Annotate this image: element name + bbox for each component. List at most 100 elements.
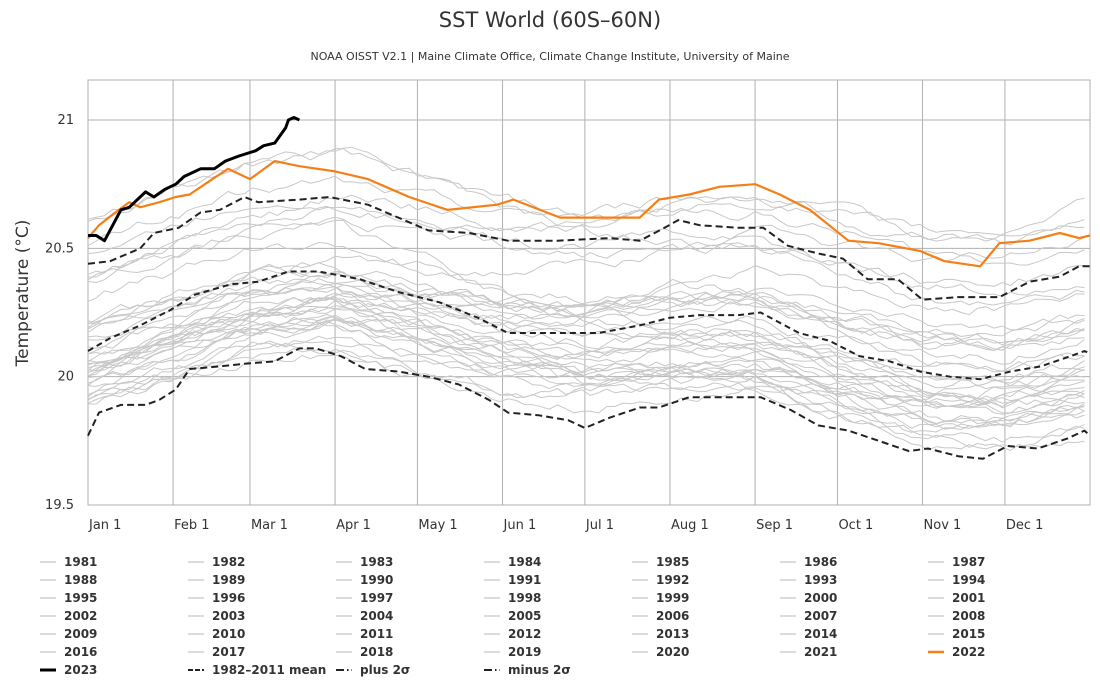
x-tick-label: Oct 1	[838, 518, 873, 533]
legend-item-2020[interactable]: 2020	[632, 643, 689, 661]
legend-label: minus 2σ	[508, 663, 571, 677]
legend-item-1998[interactable]: 1998	[484, 589, 541, 607]
legend-symbol	[928, 647, 944, 657]
x-tick-label: Sep 1	[756, 518, 793, 533]
line-year-2010	[87, 241, 1085, 384]
legend-item-2015[interactable]: 2015	[928, 625, 985, 643]
legend-label: 2023	[64, 663, 98, 677]
legend-item-1988[interactable]: 1988	[40, 571, 97, 589]
legend-item-1990[interactable]: 1990	[336, 571, 393, 589]
legend-item-2004[interactable]: 2004	[336, 607, 393, 625]
legend-item-2011[interactable]: 2011	[336, 625, 393, 643]
legend-item-plus-2-[interactable]: plus 2σ	[336, 661, 410, 679]
legend-item-1995[interactable]: 1995	[40, 589, 97, 607]
line-year-2015	[87, 203, 1085, 275]
legend-symbol	[484, 629, 500, 639]
legend-item-1986[interactable]: 1986	[780, 553, 837, 571]
legend-symbol	[632, 557, 648, 567]
legend-label: 2017	[212, 645, 246, 659]
legend-item-2007[interactable]: 2007	[780, 607, 837, 625]
line-year-2006	[87, 277, 1085, 344]
legend-symbol	[780, 557, 796, 567]
legend-item-1987[interactable]: 1987	[928, 553, 985, 571]
legend-label: 1999	[656, 591, 690, 605]
legend-item-2012[interactable]: 2012	[484, 625, 541, 643]
line-year-1984	[87, 342, 1085, 452]
legend-item-2022[interactable]: 2022	[928, 643, 985, 661]
legend-symbol	[40, 593, 56, 603]
line-year-2018	[87, 216, 1085, 281]
line-year-2020	[87, 147, 1085, 266]
legend-item-1991[interactable]: 1991	[484, 571, 541, 589]
line-year-2012	[87, 286, 1085, 349]
legend-item-1981[interactable]: 1981	[40, 553, 97, 571]
line-year-2013	[87, 270, 1085, 341]
legend-item-1983[interactable]: 1983	[336, 553, 393, 571]
legend-label: 1988	[64, 573, 98, 587]
legend-item-1989[interactable]: 1989	[188, 571, 245, 589]
legend-item-2013[interactable]: 2013	[632, 625, 689, 643]
legend-item-1994[interactable]: 1994	[928, 571, 985, 589]
legend-symbol	[188, 647, 204, 657]
legend-symbol	[632, 629, 648, 639]
legend-item-1982-2011-mean[interactable]: 1982–2011 mean	[188, 661, 326, 679]
legend-item-1997[interactable]: 1997	[336, 589, 393, 607]
legend-symbol	[188, 665, 204, 675]
line-year-2017	[87, 206, 1085, 298]
line-year-1986	[87, 322, 1085, 407]
legend-label: 1997	[360, 591, 394, 605]
x-tick-label: Feb 1	[174, 518, 209, 533]
legend-item-2006[interactable]: 2006	[632, 607, 689, 625]
legend-item-minus-2-[interactable]: minus 2σ	[484, 661, 571, 679]
legend-label: 1987	[952, 555, 986, 569]
legend-symbol	[632, 611, 648, 621]
chart-title: SST World (60S–60N)	[438, 8, 662, 32]
legend-item-2023[interactable]: 2023	[40, 661, 97, 679]
legend-item-1982[interactable]: 1982	[188, 553, 245, 571]
legend-label: 1998	[508, 591, 542, 605]
legend-item-2002[interactable]: 2002	[40, 607, 97, 625]
legend-item-2005[interactable]: 2005	[484, 607, 541, 625]
legend-label: 1993	[804, 573, 838, 587]
legend-symbol	[40, 557, 56, 567]
legend-item-2017[interactable]: 2017	[188, 643, 245, 661]
legend-symbol	[40, 611, 56, 621]
legend-item-1999[interactable]: 1999	[632, 589, 689, 607]
y-tick-label: 20.5	[45, 241, 74, 256]
legend-item-2019[interactable]: 2019	[484, 643, 541, 661]
x-tick-label: Aug 1	[671, 518, 709, 533]
legend-item-1985[interactable]: 1985	[632, 553, 689, 571]
x-tick-label: Apr 1	[336, 518, 371, 533]
legend-item-2010[interactable]: 2010	[188, 625, 245, 643]
legend-symbol	[928, 629, 944, 639]
line-year-1987	[87, 296, 1085, 395]
legend-item-2021[interactable]: 2021	[780, 643, 837, 661]
line-year-2001	[87, 283, 1085, 373]
legend-item-2003[interactable]: 2003	[188, 607, 245, 625]
legend-item-1996[interactable]: 1996	[188, 589, 245, 607]
legend-item-2001[interactable]: 2001	[928, 589, 985, 607]
legend-label: 2018	[360, 645, 394, 659]
legend-item-1984[interactable]: 1984	[484, 553, 541, 571]
y-tick-label: 20	[57, 370, 74, 385]
legend-label: 2009	[64, 627, 98, 641]
legend-symbol	[780, 593, 796, 603]
legend-item-2009[interactable]: 2009	[40, 625, 97, 643]
x-tick-label: Jul 1	[585, 518, 614, 533]
legend-item-1993[interactable]: 1993	[780, 571, 837, 589]
legend-item-1992[interactable]: 1992	[632, 571, 689, 589]
legend-symbol	[336, 575, 352, 585]
legend-item-2008[interactable]: 2008	[928, 607, 985, 625]
y-axis-label: Temperature (°C)	[13, 220, 33, 368]
legend-item-2018[interactable]: 2018	[336, 643, 393, 661]
legend-item-2016[interactable]: 2016	[40, 643, 97, 661]
line-2022	[87, 160, 1091, 268]
legend-label: 2000	[804, 591, 838, 605]
legend-item-2014[interactable]: 2014	[780, 625, 837, 643]
legend-label: 2004	[360, 609, 394, 623]
line-year-1988	[87, 308, 1085, 443]
line-minus-2sigma	[87, 347, 1091, 460]
legend-symbol	[484, 647, 500, 657]
legend-symbol	[40, 665, 56, 675]
legend-item-2000[interactable]: 2000	[780, 589, 837, 607]
